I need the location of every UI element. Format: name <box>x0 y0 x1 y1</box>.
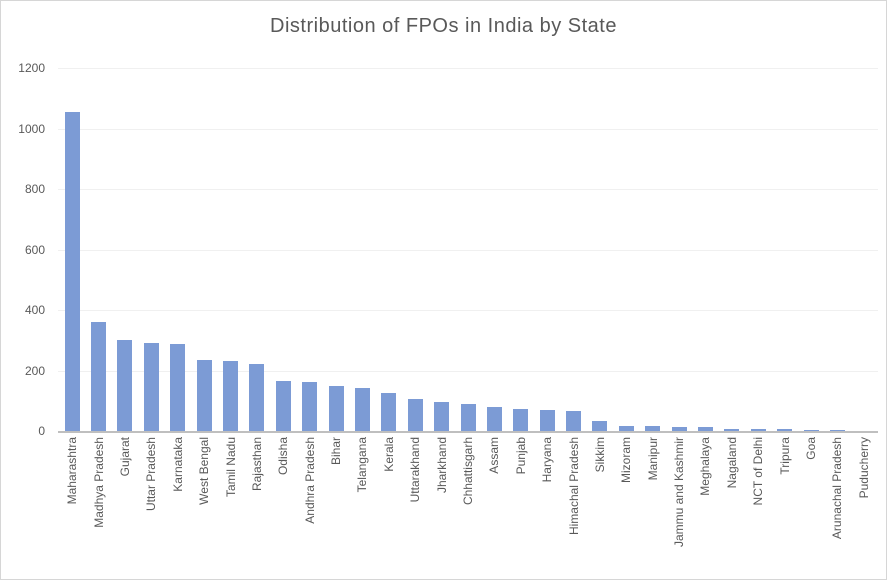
bar <box>407 398 423 431</box>
x-tick-label: NCT of Delhi <box>751 437 766 506</box>
gridline <box>58 128 878 130</box>
x-tick-label: Tamil Nadu <box>223 437 238 498</box>
y-tick-label: 200 <box>24 363 45 378</box>
bar <box>117 340 133 431</box>
bar <box>750 429 766 431</box>
x-axis-line <box>58 431 878 433</box>
bar <box>354 387 370 431</box>
bar <box>275 380 291 431</box>
x-tick-label: Andhra Pradesh <box>302 437 317 524</box>
x-tick-label: Jammu and Kashmir <box>672 437 687 548</box>
bar <box>91 322 107 431</box>
x-tick-label: Manipur <box>645 437 660 481</box>
bar <box>223 360 239 431</box>
y-tick-label: 400 <box>24 303 45 317</box>
bar <box>486 407 502 431</box>
x-tick-label: Uttarakhand <box>408 437 423 503</box>
bar <box>539 409 555 431</box>
bar <box>671 426 687 431</box>
y-tick-label: 800 <box>24 182 45 196</box>
x-tick-label: Telangana <box>355 437 370 493</box>
bar <box>434 402 450 431</box>
x-tick-label: Nagaland <box>724 437 739 489</box>
x-tick-label: Odisha <box>276 437 291 476</box>
x-tick-label: Uttar Pradesh <box>144 437 159 512</box>
bar <box>803 429 819 431</box>
gridline <box>58 249 878 251</box>
bar <box>328 385 344 431</box>
chart-title: Distribution of FPOs in India by State <box>270 15 617 37</box>
x-tick-label: West Bengal <box>197 437 212 505</box>
bar <box>697 427 713 431</box>
bar <box>724 428 740 431</box>
y-tick-label: 600 <box>24 242 45 257</box>
bar <box>566 411 582 431</box>
bar <box>592 421 608 431</box>
x-tick-label: Madhya Pradesh <box>91 437 106 528</box>
x-tick-label: Sikkim <box>592 437 607 473</box>
bar <box>777 429 793 431</box>
x-tick-label: Maharashtra <box>65 437 80 505</box>
x-tick-label: Haryana <box>540 437 555 483</box>
x-tick-label: Chhattisgarh <box>461 437 475 506</box>
gridline <box>58 370 878 372</box>
bar <box>196 359 212 431</box>
bar <box>249 364 265 431</box>
bar <box>645 426 661 431</box>
x-tick-label: Assam <box>487 437 502 474</box>
x-tick-label: Bihar <box>329 437 344 466</box>
y-tick-label: 1000 <box>18 121 45 136</box>
y-tick-label: 0 <box>38 424 45 438</box>
gridline <box>58 310 878 311</box>
gridline <box>58 68 878 69</box>
x-tick-label: Arunachal Pradesh <box>830 437 845 540</box>
bar <box>618 425 634 431</box>
x-tick-label: Mizoram <box>619 437 634 484</box>
bar <box>513 409 529 431</box>
x-tick-label: Gujarat <box>117 437 132 477</box>
gridline <box>58 189 878 190</box>
x-tick-label: Jharkhand <box>434 437 449 494</box>
bar <box>829 430 845 431</box>
bar <box>170 343 186 431</box>
bar <box>302 381 318 431</box>
x-tick-label: Meghalaya <box>698 437 713 496</box>
y-tick-label: 1200 <box>18 61 45 75</box>
bar <box>143 342 159 431</box>
bar <box>381 392 397 431</box>
bar <box>460 404 476 431</box>
x-tick-label: Puducherry <box>856 437 871 499</box>
x-tick-label: Himachal Pradesh <box>566 437 581 536</box>
x-tick-label: Kerala <box>381 437 396 472</box>
x-tick-label: Tripura <box>777 437 792 475</box>
x-tick-label: Rajasthan <box>249 437 264 492</box>
x-tick-label: Karnataka <box>170 437 185 492</box>
x-tick-label: Goa <box>804 437 819 460</box>
bar <box>64 111 80 431</box>
x-tick-label: Punjab <box>513 437 528 475</box>
